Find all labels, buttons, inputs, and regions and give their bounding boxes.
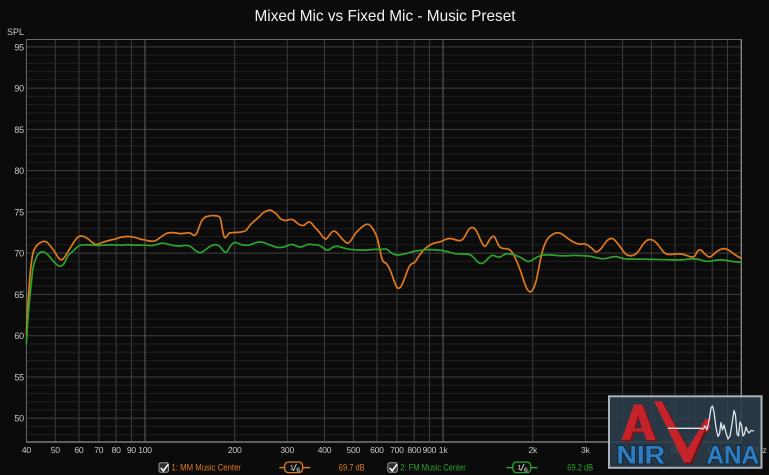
svg-text:400: 400 [318,445,332,455]
svg-text:200: 200 [228,445,242,455]
svg-text:40: 40 [22,445,32,455]
svg-text:60: 60 [74,445,84,455]
svg-text:80: 80 [112,445,122,455]
svg-text:2: FM Music Center: 2: FM Music Center [400,463,466,473]
svg-text:70: 70 [14,249,24,259]
svg-text:3k: 3k [581,445,591,455]
svg-text:100: 100 [138,445,152,455]
svg-text:69.7 dB: 69.7 dB [339,463,365,473]
svg-text:ANA: ANA [707,442,760,470]
svg-text:90: 90 [14,84,24,94]
svg-text:700: 700 [390,445,404,455]
svg-text:55: 55 [14,372,24,382]
svg-text:90: 90 [127,445,137,455]
svg-text:85: 85 [14,125,24,135]
svg-text:1k: 1k [439,445,449,455]
svg-text:600: 600 [370,445,384,455]
svg-text:75: 75 [14,207,24,217]
svg-text:6: 6 [524,467,528,474]
svg-text:800: 800 [407,445,421,455]
svg-text:1: 1 [518,464,522,471]
svg-text:65: 65 [14,290,24,300]
svg-text:50: 50 [14,414,24,424]
svg-text:1: MM Music Center: 1: MM Music Center [172,463,242,473]
svg-text:69.2 dB: 69.2 dB [567,463,593,473]
svg-text:Mixed Mic vs Fixed Mic - Music: Mixed Mic vs Fixed Mic - Music Preset [255,8,517,25]
svg-text:2k: 2k [529,445,539,455]
svg-text:60: 60 [14,331,24,341]
svg-text:300: 300 [280,445,294,455]
svg-text:70: 70 [94,445,104,455]
svg-text:SPL: SPL [7,27,24,37]
svg-text:95: 95 [14,42,24,52]
svg-text:1: 1 [290,464,294,471]
svg-text:50: 50 [51,445,61,455]
svg-text:900: 900 [423,445,437,455]
svg-text:80: 80 [14,166,24,176]
svg-text:500: 500 [347,445,361,455]
svg-text:NIR: NIR [617,442,666,470]
svg-text:6: 6 [296,467,300,474]
